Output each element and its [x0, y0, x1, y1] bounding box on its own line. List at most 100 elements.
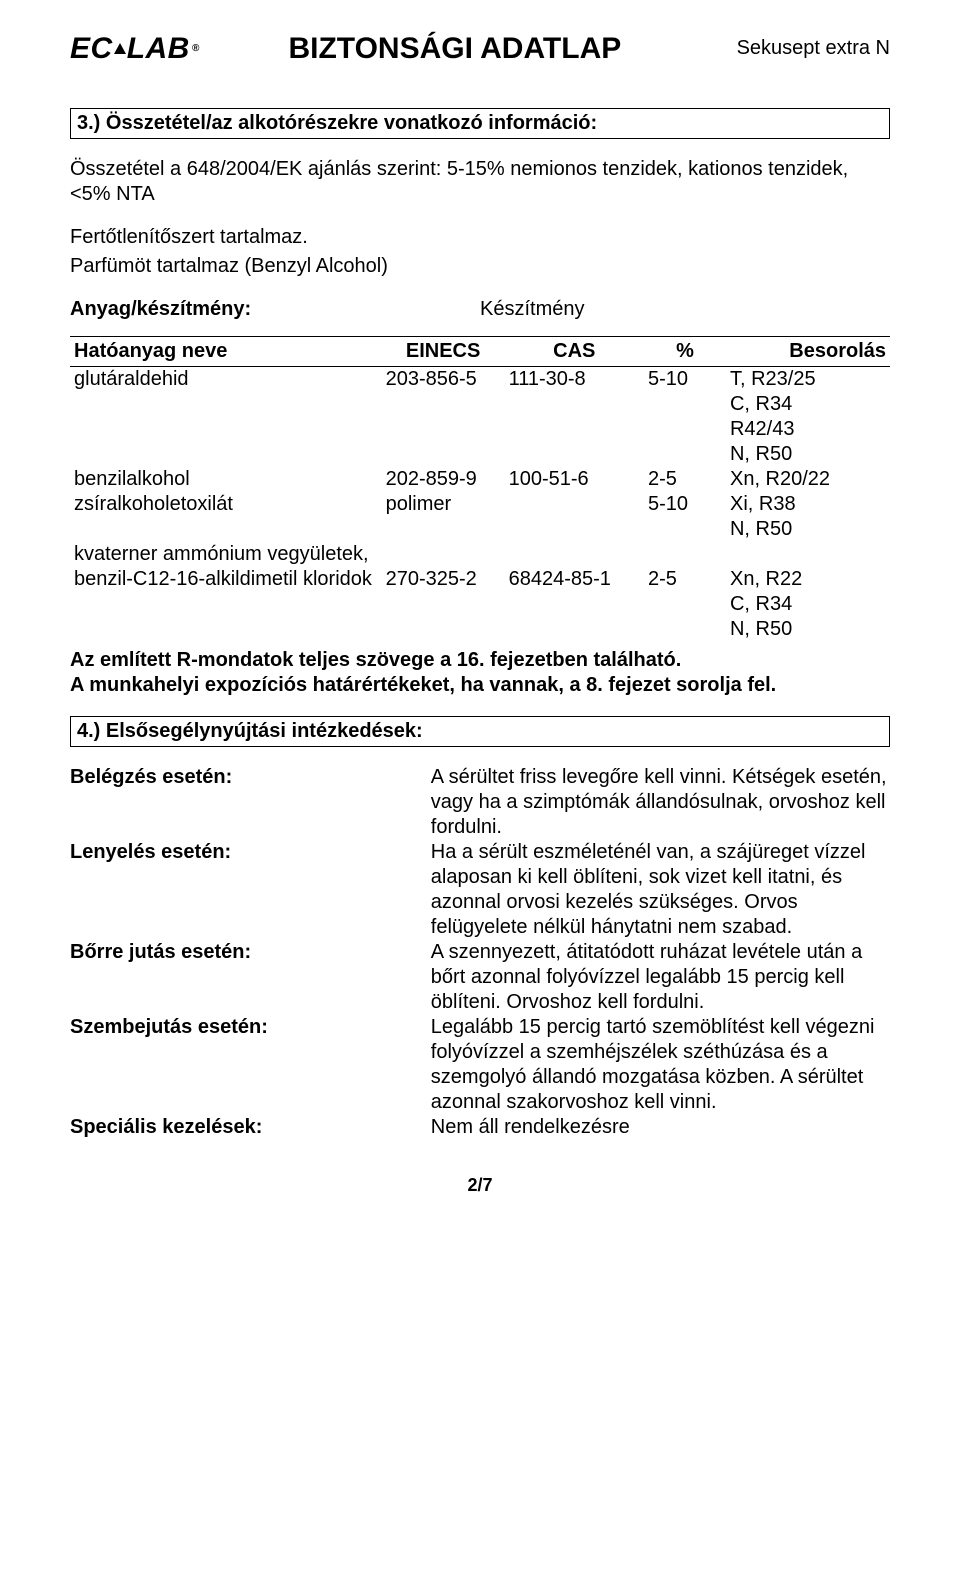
logo-registered: ® — [192, 43, 200, 56]
cell-percent: 5-10 — [644, 492, 726, 517]
table-row: C, R34 — [70, 592, 890, 617]
table-row: kvaterner ammónium vegyületek, — [70, 542, 890, 567]
section-3-title-text: 3.) Összetétel/az alkotórészekre vonatko… — [77, 112, 597, 134]
cell-class: N, R50 — [726, 517, 890, 542]
brand-logo: EC LAB ® — [70, 30, 200, 68]
cell-name — [70, 442, 382, 467]
cell-cas: 68424-85-1 — [505, 567, 644, 592]
cell-percent: 5-10 — [644, 366, 726, 392]
table-row: N, R50 — [70, 617, 890, 642]
section-3-heading: 3.) Összetétel/az alkotórészekre vonatko… — [70, 108, 890, 139]
first-aid-row: Belégzés esetén:A sérültet friss levegőr… — [70, 765, 890, 840]
cell-class: Xn, R22 — [726, 567, 890, 592]
col-einecs: EINECS — [382, 336, 505, 366]
page-number: 2/7 — [70, 1174, 890, 1197]
exposure-note: A munkahelyi expozíciós határértékeket, … — [70, 673, 890, 698]
cell-name — [70, 392, 382, 417]
section-4-heading: 4.) Elsősegélynyújtási intézkedések: — [70, 716, 890, 747]
cell-name — [70, 617, 382, 642]
logo-triangle-icon — [114, 43, 126, 54]
cell-einecs — [382, 592, 505, 617]
section-4-title-text: 4.) Elsősegélynyújtási intézkedések: — [77, 720, 423, 742]
cell-percent — [644, 417, 726, 442]
cell-einecs — [382, 392, 505, 417]
composition-intro: Összetétel a 648/2004/EK ajánlás szerint… — [70, 157, 890, 207]
product-name: Sekusept extra N — [710, 36, 890, 61]
table-row: zsíralkoholetoxilátpolimer 5-10Xi, R38 — [70, 492, 890, 517]
cell-einecs — [382, 517, 505, 542]
cell-einecs — [382, 442, 505, 467]
cell-cas: 100-51-6 — [505, 467, 644, 492]
first-aid-text: Nem áll rendelkezésre — [431, 1115, 890, 1140]
cell-percent — [644, 442, 726, 467]
cell-class: Xi, R38 — [726, 492, 890, 517]
col-name: Hatóanyag neve — [70, 336, 382, 366]
cell-percent — [644, 517, 726, 542]
logo-part-2: LAB — [127, 30, 190, 68]
material-row: Anyag/készítmény: Készítmény — [70, 297, 890, 322]
cell-class: C, R34 — [726, 392, 890, 417]
col-cas: CAS — [505, 336, 644, 366]
cell-name — [70, 592, 382, 617]
cell-einecs: polimer — [382, 492, 505, 517]
first-aid-text: Legalább 15 percig tartó szemöblítést ke… — [431, 1015, 890, 1115]
first-aid-text: A sérültet friss levegőre kell vinni. Ké… — [431, 765, 890, 840]
table-row: R42/43 — [70, 417, 890, 442]
cell-einecs — [382, 542, 505, 567]
cell-class: Xn, R20/22 — [726, 467, 890, 492]
disinfectant-note: Fertőtlenítőszert tartalmaz. — [70, 225, 890, 250]
cell-class: T, R23/25 — [726, 366, 890, 392]
cell-class: N, R50 — [726, 442, 890, 467]
perfume-note: Parfümöt tartalmaz (Benzyl Alcohol) — [70, 254, 890, 279]
cell-cas — [505, 542, 644, 567]
cell-class: C, R34 — [726, 592, 890, 617]
cell-name — [70, 517, 382, 542]
first-aid-row: Lenyelés esetén:Ha a sérült eszméleténél… — [70, 840, 890, 940]
table-row: glutáraldehid203-856-5111-30-85-10T, R23… — [70, 366, 890, 392]
cell-cas — [505, 392, 644, 417]
first-aid-row: Speciális kezelések:Nem áll rendelkezésr… — [70, 1115, 890, 1140]
cell-cas: 111-30-8 — [505, 366, 644, 392]
first-aid-label: Bőrre jutás esetén: — [70, 940, 431, 965]
table-header-row: Hatóanyag neve EINECS CAS % Besorolás — [70, 336, 890, 366]
first-aid-text: Ha a sérült eszméleténél van, a szájüreg… — [431, 840, 890, 940]
cell-cas — [505, 617, 644, 642]
cell-einecs — [382, 417, 505, 442]
cell-cas — [505, 592, 644, 617]
first-aid-block: Belégzés esetén:A sérültet friss levegőr… — [70, 765, 890, 1140]
cell-einecs — [382, 617, 505, 642]
cell-percent — [644, 617, 726, 642]
cell-name: glutáraldehid — [70, 366, 382, 392]
cell-name: zsíralkoholetoxilát — [70, 492, 382, 517]
first-aid-label: Szembejutás esetén: — [70, 1015, 431, 1040]
table-row: C, R34 — [70, 392, 890, 417]
cell-einecs: 203-856-5 — [382, 366, 505, 392]
cell-percent: 2-5 — [644, 467, 726, 492]
col-class: Besorolás — [726, 336, 890, 366]
cell-percent — [644, 542, 726, 567]
cell-cas — [505, 417, 644, 442]
document-title: BIZTONSÁGI ADATLAP — [200, 30, 710, 68]
table-row: N, R50 — [70, 442, 890, 467]
cell-cas — [505, 442, 644, 467]
table-row: benzilalkohol202-859-9100-51-62-5Xn, R20… — [70, 467, 890, 492]
cell-percent — [644, 392, 726, 417]
cell-percent: 2-5 — [644, 567, 726, 592]
table-row: benzil-C12-16-alkildimetil kloridok270-3… — [70, 567, 890, 592]
col-percent: % — [644, 336, 726, 366]
cell-cas — [505, 517, 644, 542]
first-aid-label: Speciális kezelések: — [70, 1115, 431, 1140]
first-aid-label: Lenyelés esetén: — [70, 840, 431, 865]
cell-class: N, R50 — [726, 617, 890, 642]
logo-part-1: EC — [70, 30, 113, 68]
cell-name: benzilalkohol — [70, 467, 382, 492]
logo-text: EC LAB ® — [70, 30, 200, 68]
material-label: Anyag/készítmény: — [70, 297, 480, 322]
cell-percent — [644, 592, 726, 617]
cell-cas — [505, 492, 644, 517]
r-phrases-note: Az említett R-mondatok teljes szövege a … — [70, 648, 890, 673]
cell-einecs: 270-325-2 — [382, 567, 505, 592]
first-aid-label: Belégzés esetén: — [70, 765, 431, 790]
cell-class — [726, 542, 890, 567]
material-value: Készítmény — [480, 297, 890, 322]
